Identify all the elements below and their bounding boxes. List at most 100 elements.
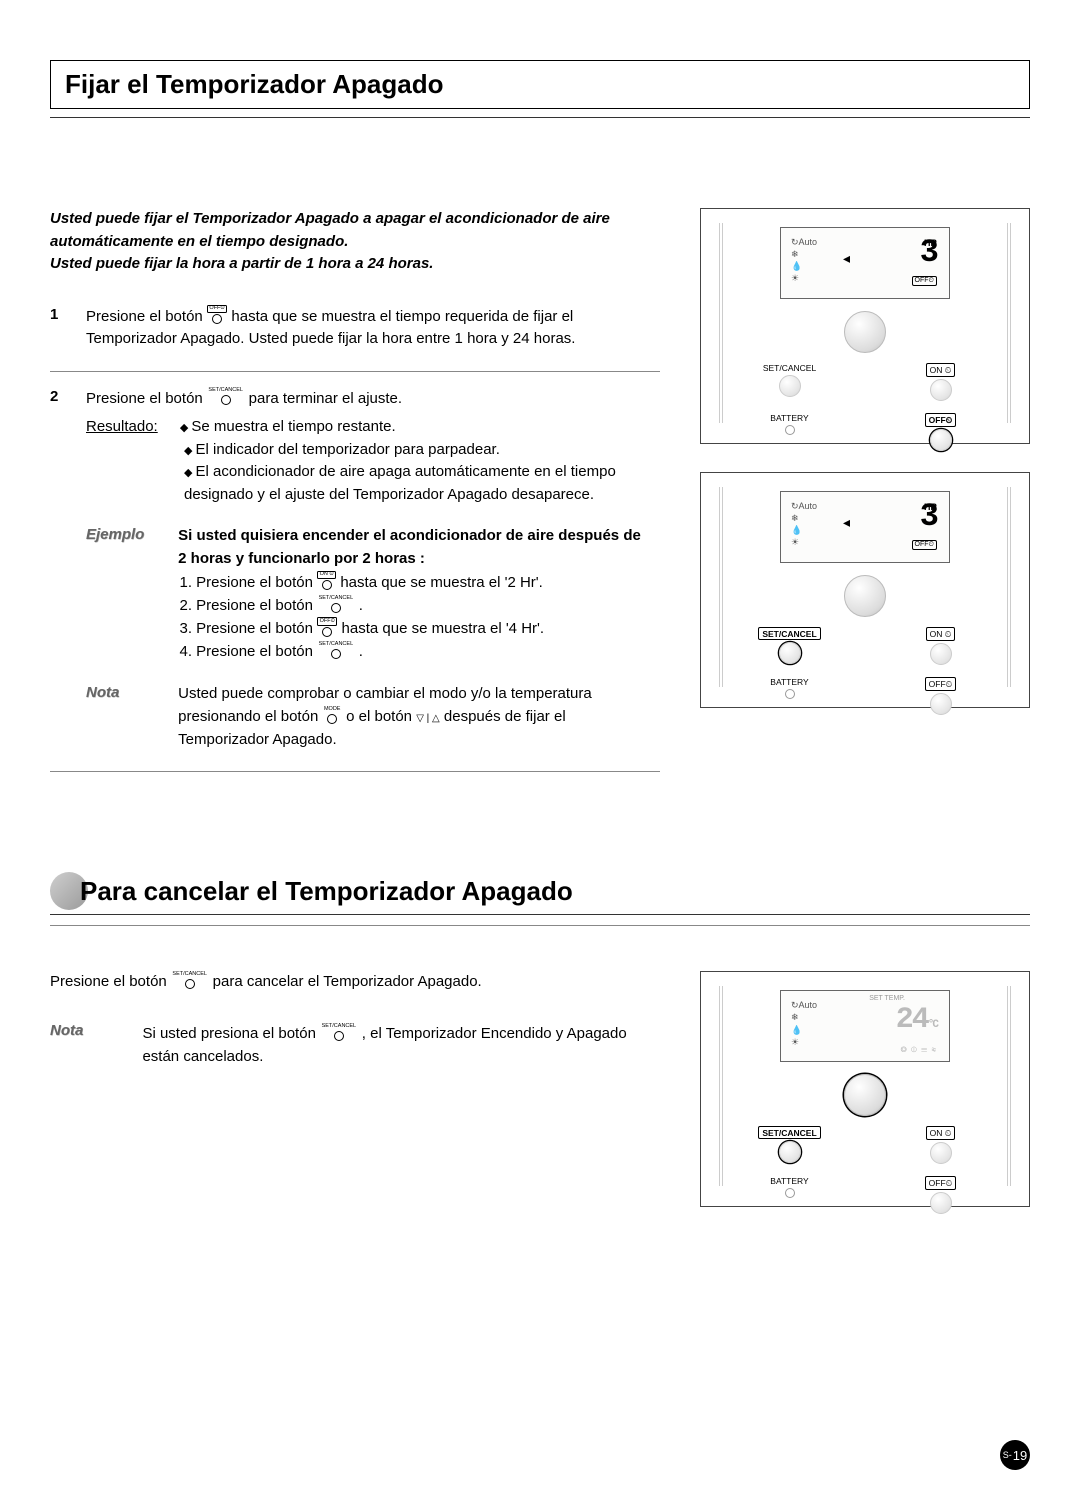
display-temp: 24°C [896, 1003, 937, 1037]
intro-line1: Usted puede fijar el Temporizador Apagad… [50, 210, 610, 250]
battery-indicator [785, 425, 795, 435]
remote-fig-2: ↻Auto ❄ 💧 ☀ ◂ 3 HR OFF⏲ SET/CANCEL ON ⏲ [700, 472, 1030, 708]
hr-label: HR [924, 502, 937, 512]
ejemplo-steps: Presione el botón ON ⏲ hasta que se mues… [196, 571, 652, 664]
remote-display: ↻Auto ❄ 💧 ☀ ◂ 3 HR OFF⏲ [780, 227, 950, 299]
intro-text: Usted puede fijar el Temporizador Apagad… [50, 208, 660, 276]
off-timer-button-icon: OFF⏲ [317, 617, 337, 637]
section2-nota: Nota Si usted presiona el botón SET/CANC… [50, 1022, 660, 1069]
off-timer-button[interactable] [930, 429, 952, 451]
on-timer-button-icon: ON ⏲ [317, 571, 336, 591]
ejemplo-block: Ejemplo Si usted quisiera encender el ac… [86, 524, 660, 664]
ejemplo-label: Ejemplo [86, 524, 174, 547]
left-arrow-icon: ◂ [843, 514, 850, 531]
mode-icons: ↻Auto ❄ 💧 ☀ [791, 500, 817, 549]
settemp-label: SET TEMP. [869, 995, 905, 1002]
section2-title: Para cancelar el Temporizador Apagado [80, 876, 573, 907]
off-timer-label-highlight: OFF⏲ [925, 413, 957, 427]
off-timer-button-icon: OFF⏲ [207, 305, 227, 325]
ejemplo-step: Presione el botón SET/CANCEL . [196, 594, 652, 617]
remote-fig-1: ↻Auto ❄ 💧 ☀ ◂ 3 HR OFF⏲ SET/CANCEL ON ⏲ [700, 208, 1030, 444]
step-2-text-after: para terminar el ajuste. [249, 390, 402, 407]
resultado-list-cont: El indicador del temporizador para parpa… [184, 439, 660, 507]
remote-display: ↻Auto ❄ 💧 ☀ SET TEMP. 24°C ⭗ ⦶ ☰ ≋ [780, 990, 950, 1062]
resultado-list: Se muestra el tiempo restante. [180, 416, 396, 439]
section2-figures: ↻Auto ❄ 💧 ☀ SET TEMP. 24°C ⭗ ⦶ ☰ ≋ SET/C… [700, 971, 1030, 1235]
step-2-body: Presione el botón SET/CANCEL para termin… [86, 388, 660, 752]
temp-triangle-icons: ▽ | △ [416, 713, 440, 724]
section1-figures: ↻Auto ❄ 💧 ☀ ◂ 3 HR OFF⏲ SET/CANCEL ON ⏲ [700, 208, 1030, 772]
setcancel-button-icon: SET/CANCEL [320, 1023, 358, 1041]
nota-label: Nota [50, 1022, 138, 1039]
btn-label: SET/CANCEL [207, 388, 245, 395]
battery-indicator [785, 1188, 795, 1198]
step-1-body: Presione el botón OFF⏲ hasta que se mues… [86, 306, 660, 351]
step-1-num: 1 [50, 306, 68, 351]
on-timer-button[interactable] [930, 1142, 952, 1164]
section2: Para cancelar el Temporizador Apagado Pr… [50, 872, 1030, 1235]
section1-title: Fijar el Temporizador Apagado [65, 69, 1015, 100]
setcancel-label: SET/CANCEL [763, 363, 816, 373]
resultado-item: Se muestra el tiempo restante. [180, 416, 396, 439]
mode-button-icon: MODE [322, 706, 342, 724]
on-timer-label: ON ⏲ [926, 363, 956, 377]
nota-content: Si usted presiona el botón SET/CANCEL , … [142, 1022, 652, 1069]
setcancel-button-icon: SET/CANCEL [317, 642, 355, 660]
off-indicator: OFF⏲ [912, 540, 937, 550]
on-off-button[interactable] [844, 311, 886, 353]
step-1: 1 Presione el botón OFF⏲ hasta que se mu… [50, 306, 660, 372]
resultado-label: Resultado: [86, 418, 158, 435]
off-timer-button[interactable] [930, 1192, 952, 1214]
remote-display: ↻Auto ❄ 💧 ☀ ◂ 3 HR OFF⏲ [780, 491, 950, 563]
off-timer-button[interactable] [930, 693, 952, 715]
setcancel-button-icon: SET/CANCEL [171, 972, 209, 990]
on-off-button[interactable] [844, 575, 886, 617]
resultado-item: El acondicionador de aire apaga automáti… [184, 461, 660, 506]
step-2-num: 2 [50, 388, 68, 752]
step-1-text-before: Presione el botón [86, 308, 207, 325]
step-2: 2 Presione el botón SET/CANCEL para term… [50, 388, 660, 752]
on-off-button[interactable] [844, 1074, 886, 1116]
off-timer-label: OFF⏲ [925, 677, 957, 691]
remote-fig-3: ↻Auto ❄ 💧 ☀ SET TEMP. 24°C ⭗ ⦶ ☰ ≋ SET/C… [700, 971, 1030, 1207]
ejemplo-step: Presione el botón SET/CANCEL . [196, 640, 652, 663]
battery-indicator [785, 689, 795, 699]
setcancel-button-icon: SET/CANCEL [207, 388, 245, 406]
section1-underline [50, 117, 1030, 118]
resultado-item: El indicador del temporizador para parpa… [184, 439, 660, 462]
ejemplo-content: Si usted quisiera encender el acondicion… [178, 524, 652, 664]
status-icons: ⭗ ⦶ ☰ ≋ [901, 1045, 937, 1055]
setcancel-label-highlight: SET/CANCEL [758, 1126, 820, 1139]
nota-content: Usted puede comprobar o cambiar el modo … [178, 682, 652, 752]
battery-label: BATTERY [770, 1176, 808, 1186]
setcancel-label-highlight: SET/CANCEL [758, 627, 820, 640]
battery-label: BATTERY [770, 677, 808, 687]
on-timer-label: ON ⏲ [926, 627, 956, 641]
ejemplo-step: Presione el botón ON ⏲ hasta que se mues… [196, 571, 652, 594]
off-timer-label: OFF⏲ [925, 1176, 957, 1190]
section2-content: Presione el botón SET/CANCEL para cancel… [50, 971, 660, 1235]
on-timer-button[interactable] [930, 379, 952, 401]
on-timer-button[interactable] [930, 643, 952, 665]
ejemplo-title: Si usted quisiera encender el acondicion… [178, 527, 641, 567]
section1-content: Usted puede fijar el Temporizador Apagad… [50, 208, 660, 772]
page-number: S-19 [1000, 1440, 1030, 1470]
setcancel-button[interactable] [779, 1141, 801, 1163]
nota-block: Nota Usted puede comprobar o cambiar el … [86, 682, 660, 752]
off-indicator: OFF⏲ [912, 276, 937, 286]
section1-title-box: Fijar el Temporizador Apagado [50, 60, 1030, 109]
hr-label: HR [924, 238, 937, 248]
nota-label: Nota [86, 682, 174, 705]
left-arrow-icon: ◂ [843, 250, 850, 267]
battery-label: BATTERY [770, 413, 808, 423]
intro-line2: Usted puede fijar la hora a partir de 1 … [50, 255, 433, 272]
setcancel-button[interactable] [779, 375, 801, 397]
mode-icons: ↻Auto ❄ 💧 ☀ [791, 999, 817, 1048]
mode-icons: ↻Auto ❄ 💧 ☀ [791, 236, 817, 285]
setcancel-button-icon: SET/CANCEL [317, 595, 355, 613]
section1-end-rule [50, 771, 660, 772]
section2-underline [50, 925, 1030, 926]
setcancel-button[interactable] [779, 642, 801, 664]
section2-line1: Presione el botón SET/CANCEL para cancel… [50, 971, 660, 994]
btn-label: OFF⏲ [207, 305, 227, 314]
